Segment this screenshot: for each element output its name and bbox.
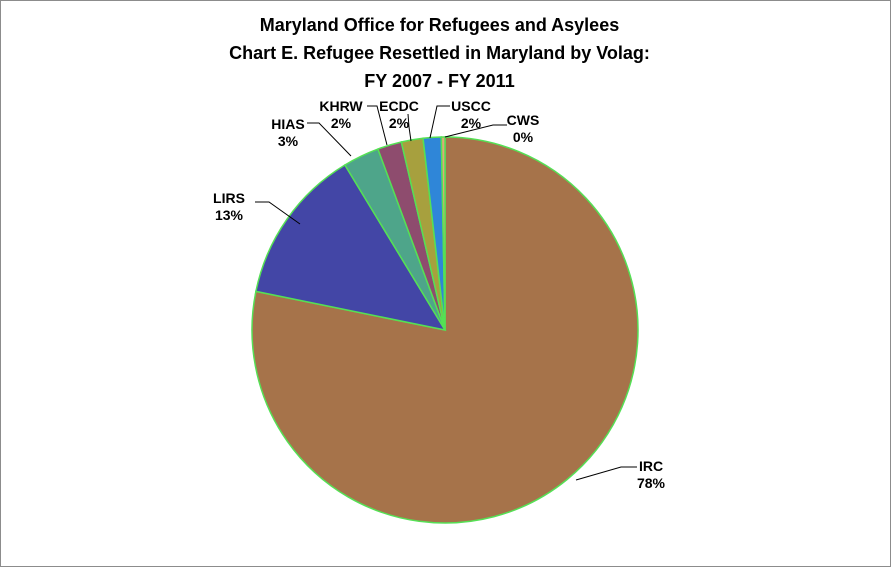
slice-label-irc: IRC — [639, 458, 663, 474]
slice-label-khrw: KHRW — [319, 98, 363, 114]
leader-line-cws — [444, 124, 507, 138]
slice-percent-irc: 78% — [637, 475, 666, 491]
slice-label-cws: CWS — [507, 112, 540, 128]
chart-title-line-3: FY 2007 - FY 2011 — [364, 71, 515, 91]
slice-label-hias: HIAS — [271, 116, 304, 132]
slice-percent-hias: 3% — [278, 133, 299, 149]
chart-title-line-2: Chart E. Refugee Resettled in Maryland b… — [229, 43, 650, 63]
slice-label-lirs: LIRS — [213, 190, 245, 206]
leader-line-khrw — [367, 105, 388, 146]
slice-percent-cws: 0% — [513, 129, 534, 145]
leader-line-lirs — [255, 201, 301, 225]
slice-label-ecdc: ECDC — [379, 98, 419, 114]
leader-line-ecdc — [407, 113, 412, 142]
leader-line-uscc — [429, 105, 450, 139]
pie-slice-cws — [440, 136, 446, 331]
slice-percent-uscc: 2% — [461, 115, 482, 131]
leader-line-irc — [575, 466, 637, 481]
chart-title-line-1: Maryland Office for Refugees and Asylees — [259, 15, 620, 35]
chart-title: Maryland Office for Refugees and Asylees… — [1, 11, 878, 95]
slice-label-uscc: USCC — [451, 98, 491, 114]
leader-line-hias — [307, 122, 352, 157]
slice-percent-khrw: 2% — [331, 115, 352, 131]
slice-percent-ecdc: 2% — [389, 115, 410, 131]
pie-slice-lirs — [255, 163, 447, 332]
slice-percent-lirs: 13% — [215, 207, 244, 223]
